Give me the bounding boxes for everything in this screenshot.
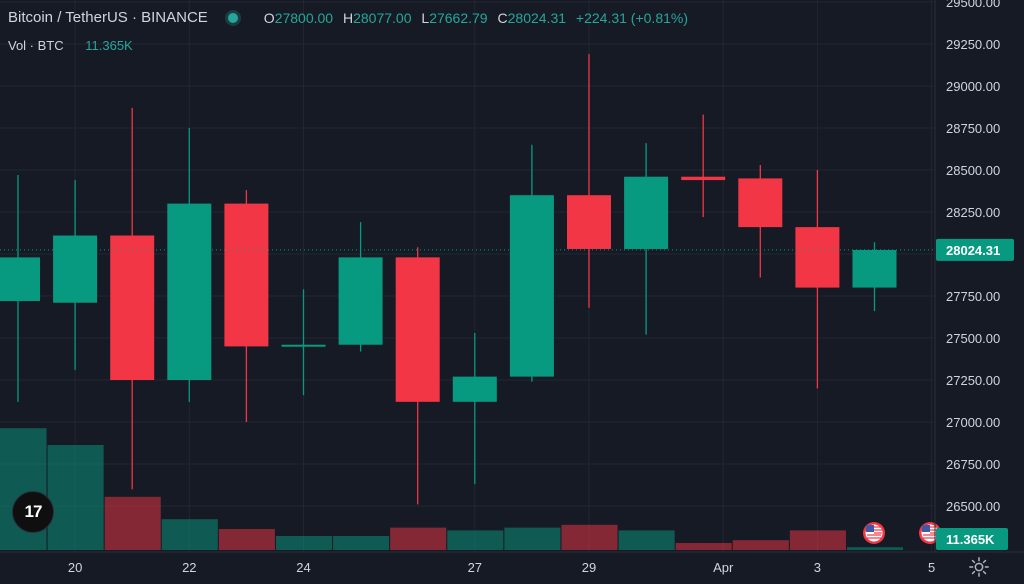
y-tick-label: 29500.00 (946, 0, 1000, 10)
volume-bar (789, 530, 846, 550)
y-tick-label: 26750.00 (946, 457, 1000, 472)
candle-body[interactable] (509, 195, 554, 377)
y-tick-label: 27000.00 (946, 415, 1000, 430)
flag-canton (866, 525, 874, 532)
candle-body[interactable] (395, 257, 440, 402)
y-tick-label: 28250.00 (946, 205, 1000, 220)
volume-bar (333, 536, 390, 550)
volume-bar (275, 536, 333, 550)
candle-body[interactable] (852, 249, 897, 288)
x-tick-label: 24 (296, 560, 310, 575)
last-price-label: 28024.31 (946, 243, 1000, 258)
volume-label[interactable]: Vol · BTC (8, 38, 64, 53)
change-value: +224.31 (+0.81%) (575, 9, 689, 26)
open-key: O (263, 9, 275, 26)
volume-tag-label: 11.365K (946, 532, 995, 547)
y-tick-label: 29250.00 (946, 37, 1000, 52)
volume-bar (561, 524, 618, 550)
x-tick-label: 5 (928, 560, 935, 575)
low-value: 27662.79 (429, 9, 488, 26)
volume-bar (390, 527, 447, 550)
x-tick-label: 20 (68, 560, 82, 575)
volume-bar (504, 527, 561, 550)
volume-bar (732, 540, 789, 550)
x-tick-label: 29 (582, 560, 596, 575)
us-flag-icon[interactable] (863, 522, 885, 544)
open-value: 27800.00 (274, 9, 334, 26)
candle-body[interactable] (53, 235, 98, 303)
candle-body[interactable] (110, 235, 155, 380)
volume-bar (675, 543, 732, 550)
y-tick-label: 27750.00 (946, 289, 1000, 304)
candle-body[interactable] (681, 176, 726, 181)
y-tick-label: 27500.00 (946, 331, 1000, 346)
y-tick-label: 26500.00 (946, 499, 1000, 514)
volume-bars (0, 428, 904, 550)
candles (0, 54, 897, 505)
volume-tag-bg (936, 528, 1008, 550)
volume-bar (618, 530, 675, 550)
candle-body[interactable] (0, 257, 40, 302)
symbol-title[interactable]: Bitcoin / TetherUS · BINANCE (8, 9, 208, 26)
candle-body[interactable] (281, 344, 326, 347)
y-tick-label: 28750.00 (946, 121, 1000, 136)
tradingview-logo-icon[interactable]: 17 (12, 491, 54, 533)
gear-icon[interactable] (968, 556, 990, 578)
y-tick-label: 28500.00 (946, 163, 1000, 178)
last-price-tag: 28024.31 (936, 238, 1014, 261)
volume-bar (104, 496, 161, 550)
volume-legend: Vol · BTC 11.365K (8, 38, 133, 53)
x-tick-label: 27 (468, 560, 482, 575)
candle-body[interactable] (167, 203, 212, 380)
x-tick-label: 3 (814, 560, 821, 575)
close-key: C (497, 9, 508, 26)
candle-body[interactable] (338, 257, 383, 345)
high-value: 28077.00 (353, 9, 412, 26)
volume-value: 11.365K (85, 38, 133, 53)
volume-bar (47, 445, 104, 550)
volume-tag: 11.365K (936, 528, 1008, 550)
volume-bar (447, 530, 504, 550)
candle-body[interactable] (738, 178, 783, 228)
candle-body[interactable] (624, 176, 669, 249)
y-tick-label: 27250.00 (946, 373, 1000, 388)
x-tick-label: Apr (713, 560, 734, 575)
candle-body[interactable] (452, 376, 497, 402)
volume-bar (161, 519, 218, 550)
flag-canton (922, 525, 930, 532)
candle-body[interactable] (567, 195, 611, 249)
candle-body[interactable] (224, 203, 269, 347)
market-status-icon[interactable] (227, 12, 238, 23)
y-tick-label: 29000.00 (946, 79, 1000, 94)
ohlc-legend: O27800.00 H28077.00 L27662.79 C28024.31 … (264, 10, 694, 26)
last-price-tag-bg (936, 238, 1014, 261)
close-value: 28024.31 (507, 9, 567, 26)
symbol-header: Bitcoin / TetherUS · BINANCE O27800.00 H… (8, 9, 694, 26)
x-tick-label: 22 (182, 560, 196, 575)
candle-body[interactable] (795, 227, 840, 288)
high-key: H (342, 9, 354, 26)
volume-bar (218, 529, 275, 550)
volume-bar (846, 547, 904, 550)
low-key: L (421, 9, 430, 26)
